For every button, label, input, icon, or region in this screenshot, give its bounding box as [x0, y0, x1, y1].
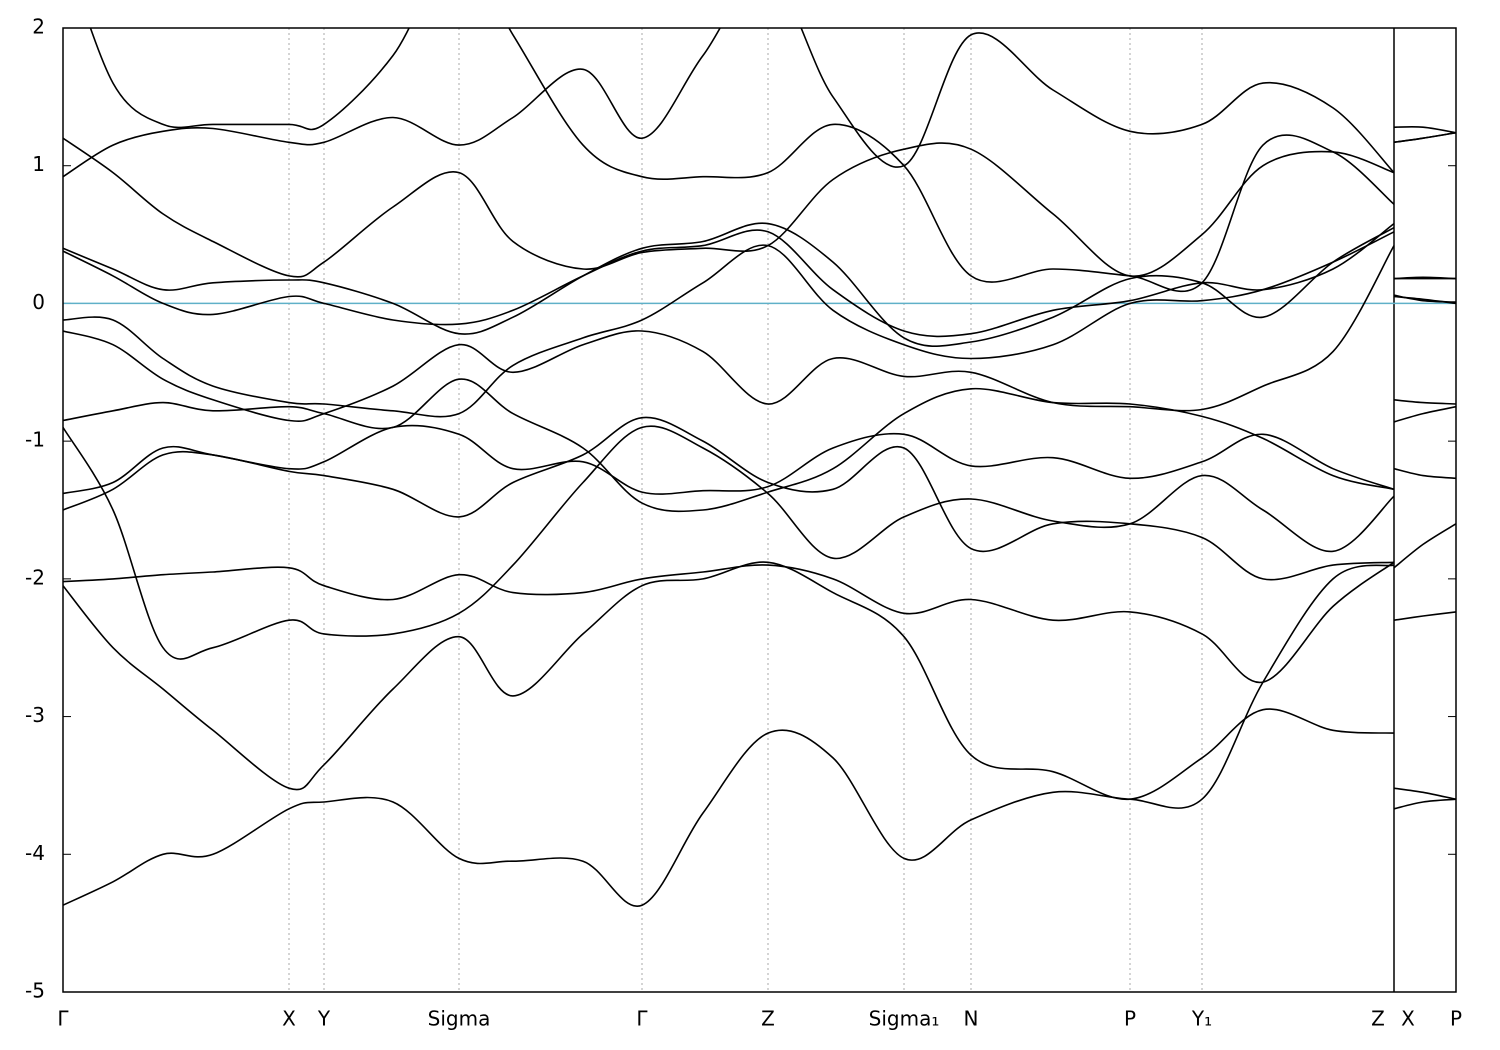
x-tick-label: Γ: [57, 1007, 69, 1031]
x-tick-label: N: [964, 1007, 979, 1031]
y-tick-label: -3: [25, 703, 45, 727]
band-line: [63, 561, 1456, 801]
bands: [63, 28, 1456, 907]
x-tick-label: Z: [761, 1007, 775, 1031]
y-tick-label: 1: [32, 152, 45, 176]
x-tick-label: Sigma₁: [869, 1007, 940, 1031]
band-line: [63, 378, 1456, 513]
band-line: [63, 28, 1456, 178]
x-tick-label: X: [1401, 1007, 1415, 1031]
band-line: [63, 564, 1456, 907]
band-line: [63, 405, 1456, 495]
plot-frame: [62, 27, 1457, 993]
y-tick-label: -1: [25, 428, 45, 452]
x-tick-label: X: [282, 1007, 296, 1031]
y-tick-label: -5: [25, 979, 45, 1003]
x-tick-label: P: [1124, 1007, 1136, 1031]
x-tick-label: Z: [1371, 1007, 1385, 1031]
band-line: [63, 416, 1456, 581]
y-tick-label: 2: [32, 15, 45, 39]
band-line: [63, 425, 1456, 660]
x-tick-label: Y₁: [1191, 1007, 1212, 1031]
x-tick-label: Y: [317, 1007, 331, 1031]
x-tick-label: Γ: [636, 1007, 648, 1031]
y-tick-label: 0: [32, 290, 45, 314]
x-tick-label: P: [1450, 1007, 1462, 1031]
y-tick-label: -4: [25, 841, 45, 865]
y-tick-label: -2: [25, 565, 45, 589]
band-line: [63, 125, 1456, 278]
x-tick-label: Sigma: [428, 1007, 491, 1031]
band-line: [89, 28, 1456, 293]
band-line: [63, 561, 1456, 683]
